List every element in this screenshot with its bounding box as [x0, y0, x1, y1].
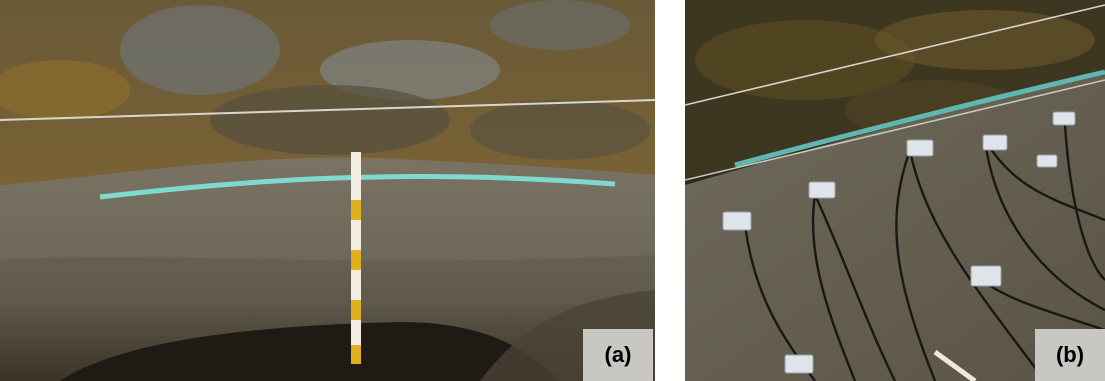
- sensor-pit-photo: [685, 0, 1105, 381]
- soil-pit-photo: [0, 0, 655, 381]
- panel-label-a: (a): [583, 329, 653, 381]
- photo-panel-a: (a): [0, 0, 655, 381]
- panel-label-b: (b): [1035, 329, 1105, 381]
- photo-panel-b: (b): [685, 0, 1105, 381]
